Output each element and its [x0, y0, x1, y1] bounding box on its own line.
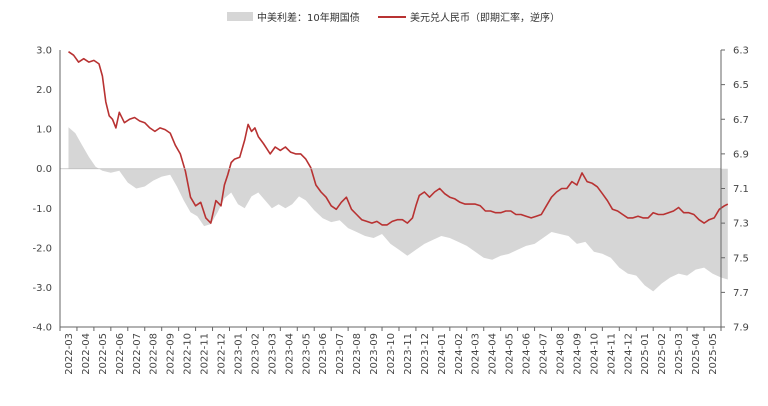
x-tick-label: 2023-07: [335, 333, 346, 375]
left-tick-label: 1.0: [36, 125, 52, 136]
left-tick-label: 2.0: [36, 85, 52, 96]
right-tick-label: 7.9: [733, 323, 749, 334]
x-axis-ticks: 2022-03 2022-04 2022-05 2022-06 2022-07 2022-…: [59, 327, 722, 375]
legend-item-usdcny: 美元兑人民币（即期汇率，逆序）: [378, 9, 560, 24]
right-tick-label: 7.3: [733, 219, 749, 230]
x-tick-label: 2022-08: [149, 333, 160, 375]
x-tick-label: 2023-04: [284, 333, 295, 375]
x-tick-label: 2022-10: [183, 333, 194, 375]
x-tick-label: 2022-07: [132, 333, 143, 375]
left-tick-label: -1.0: [32, 204, 52, 215]
x-tick-label: 2023-02: [250, 333, 261, 375]
x-tick-label: 2024-02: [454, 333, 465, 375]
right-tick-label: 6.9: [733, 149, 749, 160]
left-tick-label: -4.0: [32, 323, 52, 334]
left-tick-label: -3.0: [32, 283, 52, 294]
x-tick-label: 2022-11: [200, 333, 211, 375]
left-axis-ticks: 3.0 2.0 1.0 0.0 -1.0 -2.0 -3.0 -4.0: [32, 46, 52, 334]
right-tick-label: 6.3: [733, 46, 749, 57]
legend-label-spread: 中美利差：10年期国债: [257, 13, 360, 24]
legend-item-spread: 中美利差：10年期国债: [227, 9, 360, 24]
x-tick-label: 2024-09: [572, 333, 583, 375]
right-tick-label: 6.5: [733, 80, 749, 91]
x-tick-label: 2025-01: [640, 333, 651, 375]
x-tick-label: 2022-04: [81, 333, 92, 375]
x-tick-label: 2023-05: [301, 333, 312, 375]
x-tick-label: 2023-09: [369, 333, 380, 375]
spread-area: [68, 127, 728, 292]
x-tick-label: 2022-09: [166, 333, 177, 375]
x-tick-label: 2022-12: [217, 333, 228, 375]
x-tick-label: 2025-03: [674, 333, 685, 375]
x-tick-label: 2024-12: [623, 333, 634, 375]
x-tick-label: 2023-10: [386, 333, 397, 375]
x-tick-label: 2024-01: [437, 333, 448, 375]
x-tick-label: 2024-10: [589, 333, 600, 375]
x-tick-label: 2023-01: [233, 333, 244, 375]
x-tick-label: 2023-03: [267, 333, 278, 375]
right-tick-label: 7.5: [733, 253, 749, 264]
legend-swatch-area: [227, 12, 253, 21]
right-tick-label: 7.1: [733, 184, 749, 195]
left-tick-label: -2.0: [32, 243, 52, 254]
left-tick-label: 3.0: [36, 46, 52, 57]
x-tick-label: 2023-06: [318, 333, 329, 375]
x-tick-label: 2023-11: [403, 333, 414, 375]
x-tick-label: 2024-03: [471, 333, 482, 375]
x-tick-label: 2023-08: [352, 333, 363, 375]
legend-swatch-line: [378, 15, 406, 18]
right-axis-ticks: 6.3 6.5 6.7 6.9 7.1 7.3 7.5 7.7 7.9: [721, 46, 749, 334]
x-tick-label: 2022-05: [98, 333, 109, 375]
right-tick-label: 6.7: [733, 115, 749, 126]
legend: 中美利差：10年期国债 美元兑人民币（即期汇率，逆序）: [0, 7, 768, 27]
x-tick-label: 2024-05: [505, 333, 516, 375]
legend-label-usdcny: 美元兑人民币（即期汇率，逆序）: [410, 13, 560, 24]
x-tick-label: 2025-05: [708, 333, 719, 375]
x-tick-label: 2025-04: [691, 333, 702, 375]
x-tick-label: 2022-03: [64, 333, 75, 375]
x-tick-label: 2024-04: [488, 333, 499, 375]
x-tick-label: 2024-08: [555, 333, 566, 375]
x-tick-label: 2022-06: [115, 333, 126, 375]
x-tick-label: 2024-07: [539, 333, 550, 375]
x-tick-label: 2024-06: [522, 333, 533, 375]
left-tick-label: 0.0: [36, 164, 52, 175]
x-tick-label: 2024-11: [606, 333, 617, 375]
x-tick-label: 2025-02: [657, 333, 668, 375]
right-tick-label: 7.7: [733, 288, 749, 299]
x-tick-label: 2023-12: [420, 333, 431, 375]
usdcny-line: [68, 51, 729, 226]
plot-area: [68, 51, 729, 292]
